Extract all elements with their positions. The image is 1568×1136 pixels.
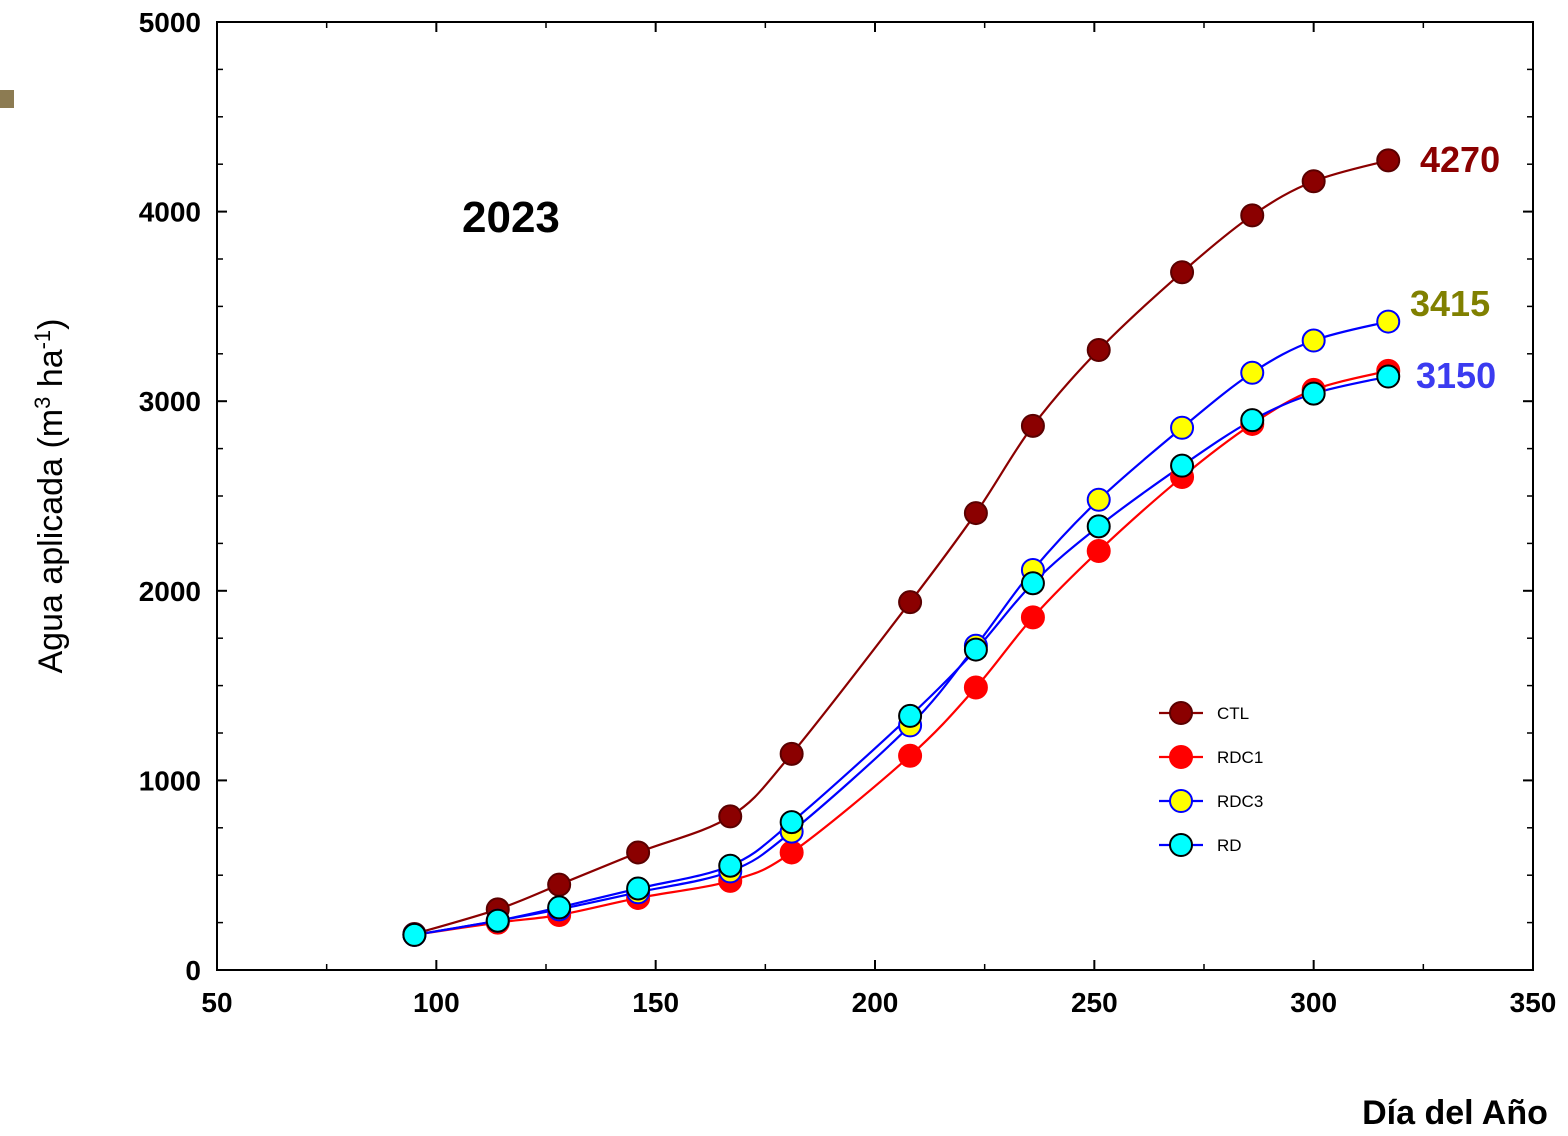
x-axis-label: Día del Año [1362, 1094, 1548, 1132]
x-tick-label: 50 [201, 987, 232, 1018]
point-rd [779, 810, 804, 835]
y-tick-label: 3000 [139, 386, 201, 417]
point-ctl [1170, 260, 1195, 285]
point-rd [402, 922, 427, 947]
y-tick-label: 1000 [139, 765, 201, 796]
legend-marker-rdc1 [1169, 745, 1193, 769]
point-ctl [626, 840, 651, 865]
point-rdc1 [963, 675, 988, 700]
point-rdc1 [779, 840, 804, 865]
point-rdc3 [1240, 360, 1265, 385]
point-ctl [547, 872, 572, 897]
y-tick-label: 0 [185, 955, 201, 986]
point-ctl [779, 741, 804, 766]
y-axis-label-mid: ha [32, 349, 70, 396]
point-ctl [718, 804, 743, 829]
point-rdc3 [1086, 487, 1111, 512]
point-rd [963, 637, 988, 662]
point-rd [1240, 408, 1265, 433]
point-rdc3 [1376, 309, 1401, 334]
series-line-rdc3 [414, 320, 1389, 937]
legend-label-ctl: CTL [1217, 704, 1249, 723]
point-rdc1 [1020, 605, 1045, 630]
x-tick-label: 100 [413, 987, 460, 1018]
legend-label-rdc3: RDC3 [1217, 792, 1263, 811]
point-rd [1170, 453, 1195, 478]
end-label-ctl: 4270 [1420, 139, 1500, 180]
x-tick-label: 300 [1290, 987, 1337, 1018]
x-tick-label: 150 [632, 987, 679, 1018]
point-rdc3 [1301, 328, 1326, 353]
y-tick-label: 2000 [139, 576, 201, 607]
series-line-rdc1 [414, 369, 1389, 937]
x-tick-label: 350 [1510, 987, 1557, 1018]
point-ctl [1240, 203, 1265, 228]
series-lines [414, 159, 1389, 937]
end-label-rdc3: 3415 [1410, 283, 1490, 324]
series-markers [402, 148, 1401, 947]
point-rd [898, 703, 923, 728]
year-annotation: 2023 [462, 193, 560, 242]
plot-frame [216, 21, 1534, 971]
point-rd [1301, 381, 1326, 406]
point-rd [1020, 571, 1045, 596]
point-rd [626, 876, 651, 901]
legend: CTL RDC1 RDC3 RD [1159, 701, 1263, 857]
point-ctl [963, 501, 988, 526]
end-label-rd: 3150 [1416, 355, 1496, 396]
point-rdc1 [1086, 538, 1111, 563]
point-ctl [898, 590, 923, 615]
point-rd [1376, 364, 1401, 389]
legend-marker-ctl [1169, 701, 1193, 725]
x-tick-label: 250 [1071, 987, 1118, 1018]
y-tick-label: 5000 [139, 7, 201, 38]
point-ctl [1086, 338, 1111, 363]
y-axis-label-suffix: ) [32, 318, 70, 329]
legend-marker-rd [1169, 833, 1193, 857]
point-ctl [1020, 413, 1045, 438]
y-axis-label: Agua aplicada (m3 ha-1) [30, 318, 70, 673]
point-rdc1 [898, 743, 923, 768]
y-axis-label-prefix: Agua aplicada (m [32, 409, 70, 674]
series-line-rd [414, 375, 1389, 937]
y-tick-label: 4000 [139, 197, 201, 228]
y-axis-label-sup2: -1 [30, 330, 55, 350]
point-rdc3 [1170, 415, 1195, 440]
axis-ticks: 50 100 150 200 250 300 350 0 1000 2000 3000 4000 500… [139, 7, 1557, 1018]
legend-label-rdc1: RDC1 [1217, 748, 1263, 767]
point-rd [1086, 514, 1111, 539]
edge-mark [0, 90, 14, 108]
x-tick-label: 200 [852, 987, 899, 1018]
y-axis-label-sup1: 3 [30, 397, 55, 409]
point-rd [485, 908, 510, 933]
legend-marker-rdc3 [1169, 789, 1193, 813]
point-ctl [1376, 148, 1401, 173]
series-line-ctl [414, 159, 1389, 936]
point-rd [547, 895, 572, 920]
point-ctl [1301, 169, 1326, 194]
point-rd [718, 853, 743, 878]
legend-label-rd: RD [1217, 836, 1242, 855]
